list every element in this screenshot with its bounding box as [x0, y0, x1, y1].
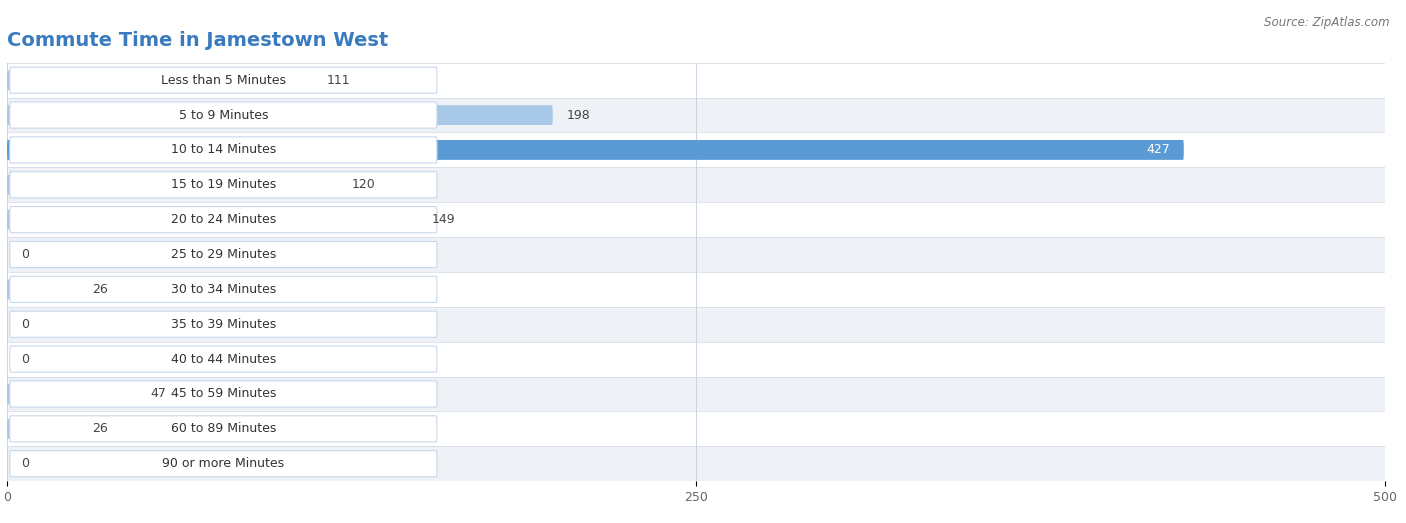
FancyBboxPatch shape: [10, 172, 437, 198]
FancyBboxPatch shape: [7, 140, 1184, 160]
Text: 149: 149: [432, 213, 456, 226]
Text: 47: 47: [150, 388, 166, 401]
Text: 15 to 19 Minutes: 15 to 19 Minutes: [170, 178, 276, 191]
FancyBboxPatch shape: [7, 175, 337, 195]
Text: 5 to 9 Minutes: 5 to 9 Minutes: [179, 109, 269, 121]
FancyBboxPatch shape: [7, 279, 79, 299]
Text: 10 to 14 Minutes: 10 to 14 Minutes: [170, 143, 276, 156]
Text: Less than 5 Minutes: Less than 5 Minutes: [160, 74, 285, 87]
Text: 111: 111: [326, 74, 350, 87]
FancyBboxPatch shape: [0, 237, 1406, 272]
FancyBboxPatch shape: [10, 102, 437, 128]
FancyBboxPatch shape: [10, 67, 437, 93]
Text: 20 to 24 Minutes: 20 to 24 Minutes: [170, 213, 276, 226]
Text: 90 or more Minutes: 90 or more Minutes: [162, 457, 284, 470]
Text: 35 to 39 Minutes: 35 to 39 Minutes: [170, 318, 276, 331]
Text: 198: 198: [567, 109, 591, 121]
FancyBboxPatch shape: [0, 342, 1406, 377]
Text: 30 to 34 Minutes: 30 to 34 Minutes: [170, 283, 276, 296]
Text: 0: 0: [21, 248, 28, 261]
Text: 25 to 29 Minutes: 25 to 29 Minutes: [170, 248, 276, 261]
FancyBboxPatch shape: [10, 242, 437, 268]
FancyBboxPatch shape: [10, 451, 437, 477]
FancyBboxPatch shape: [7, 210, 418, 230]
FancyBboxPatch shape: [0, 202, 1406, 237]
FancyBboxPatch shape: [0, 446, 1406, 481]
Text: Commute Time in Jamestown West: Commute Time in Jamestown West: [7, 31, 388, 50]
Text: 60 to 89 Minutes: 60 to 89 Minutes: [170, 423, 276, 435]
FancyBboxPatch shape: [0, 98, 1406, 132]
FancyBboxPatch shape: [0, 272, 1406, 307]
FancyBboxPatch shape: [7, 105, 553, 125]
FancyBboxPatch shape: [0, 307, 1406, 342]
FancyBboxPatch shape: [0, 167, 1406, 202]
FancyBboxPatch shape: [7, 70, 314, 90]
FancyBboxPatch shape: [7, 384, 136, 404]
FancyBboxPatch shape: [0, 377, 1406, 412]
Text: 0: 0: [21, 353, 28, 366]
Text: 0: 0: [21, 457, 28, 470]
Text: 120: 120: [352, 178, 375, 191]
FancyBboxPatch shape: [0, 132, 1406, 167]
Text: 40 to 44 Minutes: 40 to 44 Minutes: [170, 353, 276, 366]
Text: 0: 0: [21, 318, 28, 331]
Text: Source: ZipAtlas.com: Source: ZipAtlas.com: [1264, 16, 1389, 29]
FancyBboxPatch shape: [10, 276, 437, 302]
FancyBboxPatch shape: [0, 63, 1406, 98]
Text: 26: 26: [93, 423, 108, 435]
FancyBboxPatch shape: [10, 346, 437, 372]
FancyBboxPatch shape: [0, 412, 1406, 446]
FancyBboxPatch shape: [10, 311, 437, 337]
FancyBboxPatch shape: [7, 419, 79, 439]
FancyBboxPatch shape: [10, 207, 437, 233]
FancyBboxPatch shape: [10, 381, 437, 407]
Text: 26: 26: [93, 283, 108, 296]
FancyBboxPatch shape: [10, 416, 437, 442]
Text: 45 to 59 Minutes: 45 to 59 Minutes: [170, 388, 276, 401]
FancyBboxPatch shape: [10, 137, 437, 163]
Text: 427: 427: [1146, 143, 1170, 156]
